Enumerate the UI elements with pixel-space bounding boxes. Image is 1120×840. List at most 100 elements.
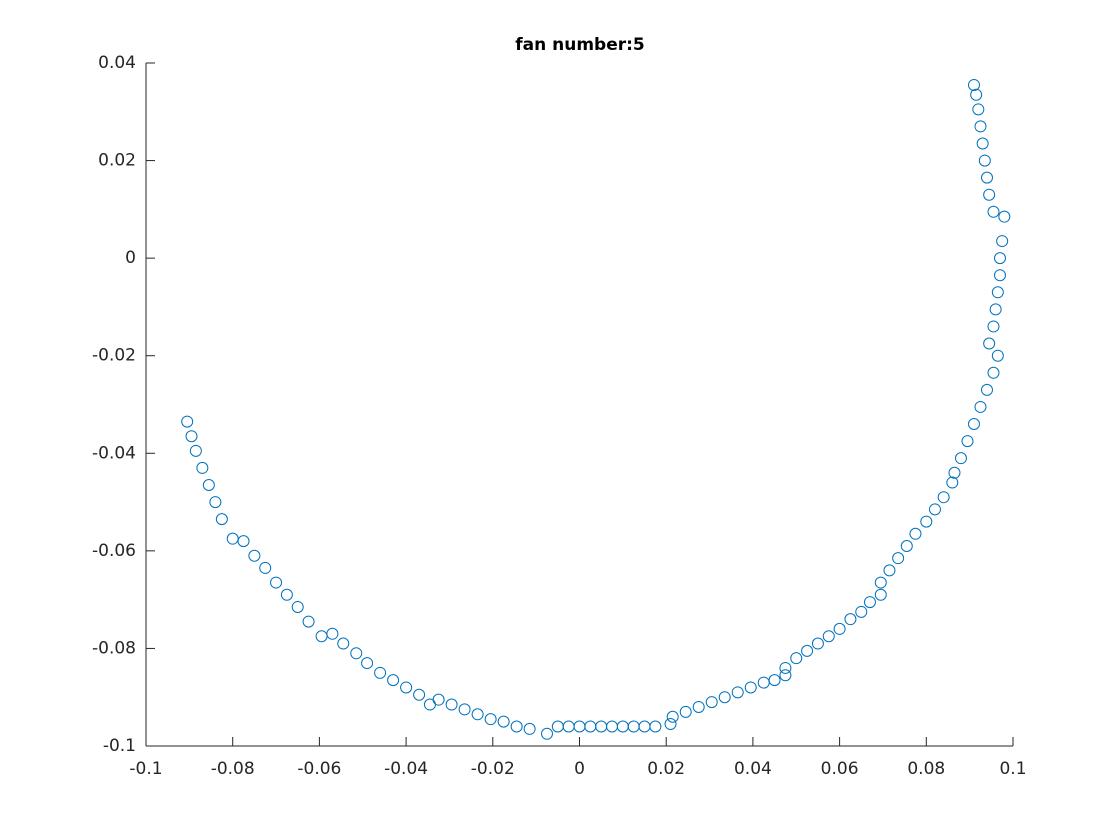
point (400, 681, 413, 694)
point (900, 539, 913, 552)
point (302, 615, 315, 628)
x-tick-label: -0.08 (211, 759, 255, 779)
x-tick-label: 0.08 (907, 759, 945, 779)
x-tick-label: 0.1 (999, 759, 1026, 779)
point (991, 286, 1004, 299)
x-tick-label: 0.02 (647, 759, 685, 779)
point (540, 727, 553, 740)
point (209, 496, 222, 509)
x-tick-label: 0.04 (734, 759, 772, 779)
point (954, 452, 967, 465)
point (987, 320, 1000, 333)
point (909, 527, 922, 540)
point (987, 205, 1000, 218)
point (259, 561, 272, 574)
point (801, 644, 814, 657)
point (928, 503, 941, 516)
point (937, 491, 950, 504)
y-tick-label: 0 (125, 248, 136, 268)
point (855, 605, 868, 618)
y-tick-label: -0.02 (92, 346, 136, 366)
point (920, 515, 933, 528)
point (883, 564, 896, 577)
point (996, 235, 1009, 248)
point (974, 400, 987, 413)
point (458, 703, 471, 716)
point (181, 415, 194, 428)
point (280, 588, 293, 601)
x-tick-label: -0.02 (471, 759, 515, 779)
point (863, 596, 876, 609)
point (948, 466, 961, 479)
point (790, 652, 803, 665)
point (993, 252, 1006, 265)
point (993, 269, 1006, 282)
point (432, 693, 445, 706)
point (967, 418, 980, 431)
point (337, 637, 350, 650)
chart-title: fan number:5 (515, 35, 645, 55)
point (779, 669, 792, 682)
point (718, 691, 731, 704)
y-tick-label: -0.06 (92, 541, 136, 561)
point (998, 210, 1011, 223)
point (215, 513, 228, 526)
point (497, 715, 510, 728)
point (445, 698, 458, 711)
x-tick-label: 0 (574, 759, 585, 779)
point (983, 337, 996, 350)
point (731, 686, 744, 699)
point (413, 688, 426, 701)
point (705, 696, 718, 709)
y-tick-label: -0.1 (103, 736, 136, 756)
point (664, 718, 677, 731)
point (989, 303, 1002, 316)
point (185, 430, 198, 443)
point (844, 613, 857, 626)
x-tick-label: 0.06 (821, 759, 859, 779)
point (980, 171, 993, 184)
point (779, 661, 792, 674)
x-tick-label: -0.04 (384, 759, 428, 779)
point (523, 722, 536, 735)
point (978, 154, 991, 167)
point (961, 435, 974, 448)
point (374, 666, 387, 679)
point (248, 549, 261, 562)
point (874, 588, 887, 601)
x-tick-label: -0.1 (129, 759, 162, 779)
point (361, 657, 374, 670)
point (237, 535, 250, 548)
point (811, 637, 824, 650)
point (980, 383, 993, 396)
point (350, 647, 363, 660)
point (991, 349, 1004, 362)
point (270, 576, 283, 589)
point (822, 630, 835, 643)
y-tick-label: 0.02 (98, 151, 136, 171)
point (666, 710, 679, 723)
point (189, 444, 202, 457)
point (649, 720, 662, 733)
point (768, 674, 781, 687)
point (987, 366, 1000, 379)
y-tick-label: 0.04 (98, 53, 136, 73)
point (387, 674, 400, 687)
point (484, 713, 497, 726)
point (972, 103, 985, 116)
point (692, 700, 705, 713)
point (967, 78, 980, 91)
x-tick-label: -0.06 (297, 759, 341, 779)
point (983, 188, 996, 201)
point (679, 705, 692, 718)
point (974, 120, 987, 133)
point (744, 681, 757, 694)
point (970, 88, 983, 101)
y-tick-label: -0.08 (92, 638, 136, 658)
point (510, 720, 523, 733)
point (471, 708, 484, 721)
point (874, 576, 887, 589)
point (196, 461, 209, 474)
point (202, 478, 215, 491)
